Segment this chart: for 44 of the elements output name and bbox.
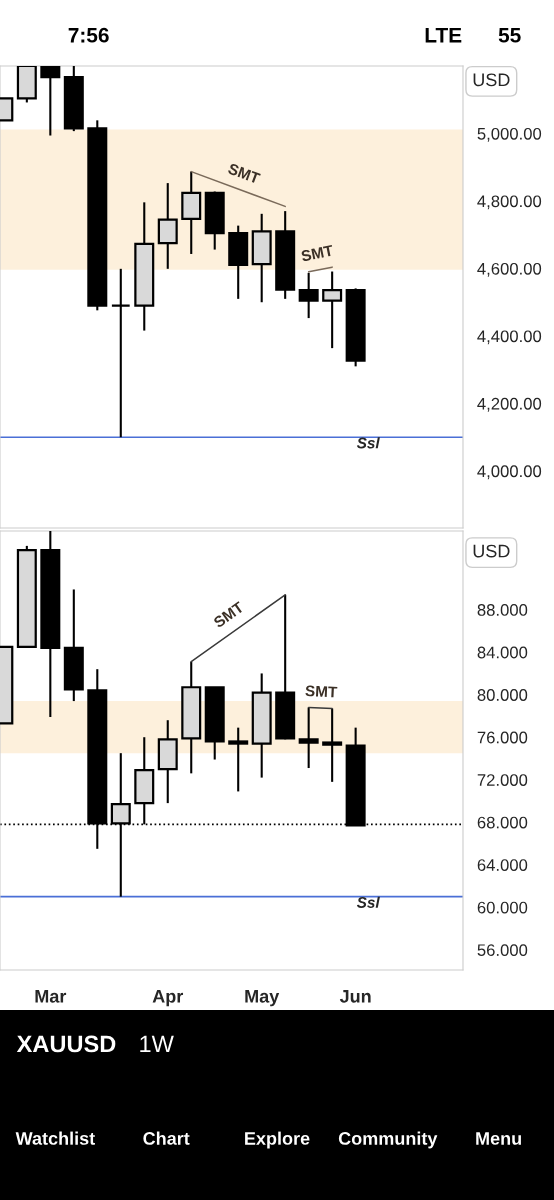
x-tick-label: May bbox=[245, 990, 280, 1007]
text: Menu bbox=[476, 1132, 521, 1145]
y-tick-label: 84.000 bbox=[477, 646, 528, 659]
ref-line-label: Ssl bbox=[356, 896, 380, 908]
y-tick-label: 4,200.00 bbox=[477, 397, 542, 412]
x-tick-label: Jun bbox=[339, 990, 371, 1003]
candlestick bbox=[322, 270, 343, 350]
x-tick-label: Apr bbox=[152, 990, 184, 1007]
text: LTE bbox=[425, 28, 462, 43]
candlestick bbox=[228, 726, 249, 793]
y-tick-label: 5,000.00 bbox=[477, 127, 542, 142]
text: 1W bbox=[140, 1035, 174, 1053]
candlestick bbox=[322, 707, 343, 783]
annotation: SMT bbox=[227, 162, 261, 185]
text: Community bbox=[338, 1131, 438, 1149]
text: Watchlist bbox=[15, 1131, 95, 1145]
text: Explore bbox=[245, 1131, 310, 1149]
y-tick-label: 80.000 bbox=[477, 689, 528, 701]
annotation: SMT bbox=[305, 685, 338, 698]
y-tick-label: 72.000 bbox=[477, 774, 528, 786]
y-tick-label: 4,400.00 bbox=[477, 330, 542, 345]
candlestick bbox=[110, 267, 131, 439]
annotation: SMT bbox=[300, 244, 334, 262]
text: Chart bbox=[143, 1131, 190, 1145]
text: 55 bbox=[498, 28, 521, 43]
text: 7:56 bbox=[68, 27, 109, 43]
candlestick bbox=[298, 706, 319, 770]
y-tick-label: 60.000 bbox=[477, 901, 528, 914]
y-tick-label: 56.000 bbox=[477, 944, 528, 957]
y-tick-label: 76.000 bbox=[477, 731, 528, 744]
y-axis-title: USD bbox=[473, 544, 510, 558]
candlestick bbox=[157, 182, 178, 270]
candlestick bbox=[298, 271, 319, 320]
y-tick-label: 4,000.00 bbox=[477, 465, 542, 480]
y-axis-title: USD bbox=[473, 73, 510, 87]
y-tick-label: 88.000 bbox=[477, 604, 528, 616]
y-tick-label: 4,600.00 bbox=[477, 262, 542, 277]
y-tick-label: 4,800.00 bbox=[477, 195, 542, 210]
x-tick-label: Mar bbox=[35, 990, 67, 1003]
y-tick-label: 68.000 bbox=[477, 816, 528, 829]
candlestick bbox=[40, 66, 61, 137]
ref-line-label: Ssl bbox=[356, 437, 380, 449]
y-tick-label: 64.000 bbox=[477, 859, 528, 871]
text: XAUUSD bbox=[16, 1035, 116, 1053]
